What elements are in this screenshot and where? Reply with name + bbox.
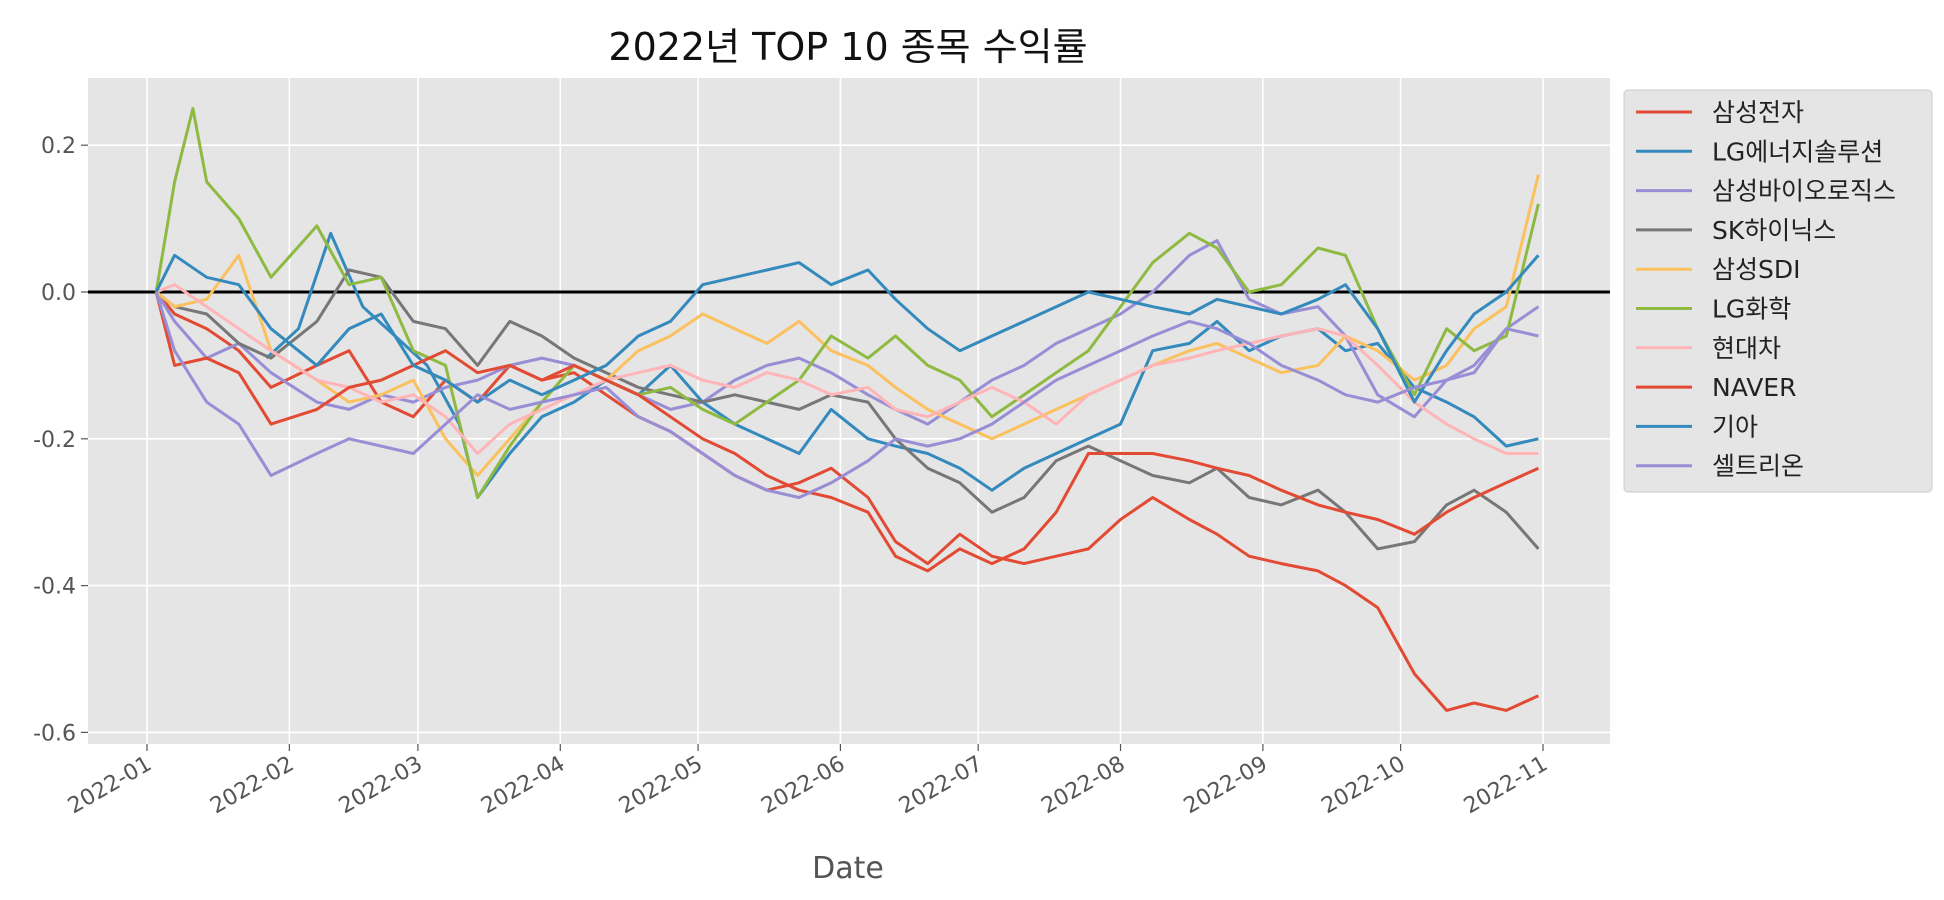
y-axis-ticks: 0.2 0.0 -0.2 -0.4 -0.6: [33, 134, 88, 746]
series-line-1: [155, 291, 1540, 712]
x-tick-label: 2022-06: [757, 752, 849, 820]
series-line-5: [155, 174, 1540, 477]
series-line-3: [154, 239, 1540, 426]
legend-label: 삼성바이오로직스: [1712, 177, 1896, 206]
x-tick-label: 2022-03: [335, 752, 427, 820]
series-line-7: [155, 283, 1539, 455]
x-tick-label: 2022-05: [615, 752, 707, 820]
y-tick-label: -0.6: [33, 721, 76, 746]
legend-box: [1623, 89, 1933, 493]
y-tick-label: 0.0: [41, 281, 76, 306]
series-lines: [154, 107, 1540, 712]
legend-label: 삼성전자: [1712, 98, 1804, 127]
legend-label: 셀트리온: [1712, 452, 1804, 481]
y-tick-label: 0.2: [41, 134, 76, 159]
x-tick-label: 2022-11: [1460, 752, 1552, 820]
legend-label: SK하이닉스: [1712, 216, 1836, 245]
x-axis-ticks: 2022-01 2022-02 2022-03 2022-04 2022-05 2022-…: [64, 744, 1552, 819]
x-tick-label: 2022-01: [64, 752, 156, 820]
series-line-4: [155, 268, 1540, 551]
x-tick-label: 2022-02: [206, 752, 298, 820]
legend-label: LG화학: [1712, 295, 1791, 324]
legend-label: 삼성SDI: [1712, 255, 1801, 284]
plot-area: [88, 78, 1610, 744]
series-line-8: [154, 291, 1540, 573]
legend-label: 기아: [1712, 412, 1758, 441]
chart-title: 2022년 TOP 10 종목 수익률: [608, 25, 1087, 69]
x-tick-label: 2022-07: [895, 752, 987, 820]
legend-label: 현대차: [1712, 334, 1781, 363]
x-tick-label: 2022-04: [477, 752, 569, 820]
y-tick-label: -0.2: [33, 428, 76, 453]
series-line-10: [154, 291, 1539, 499]
series-line-6: [154, 107, 1540, 499]
x-axis-label: Date: [812, 851, 884, 886]
legend-label: NAVER: [1712, 373, 1796, 402]
series-line-9: [154, 253, 1540, 404]
x-tick-label: 2022-09: [1180, 752, 1272, 820]
x-tick-label: 2022-10: [1318, 752, 1410, 820]
x-tick-label: 2022-08: [1037, 752, 1129, 820]
y-tick-label: -0.4: [33, 575, 76, 600]
legend-label: LG에너지솔루션: [1712, 137, 1883, 166]
